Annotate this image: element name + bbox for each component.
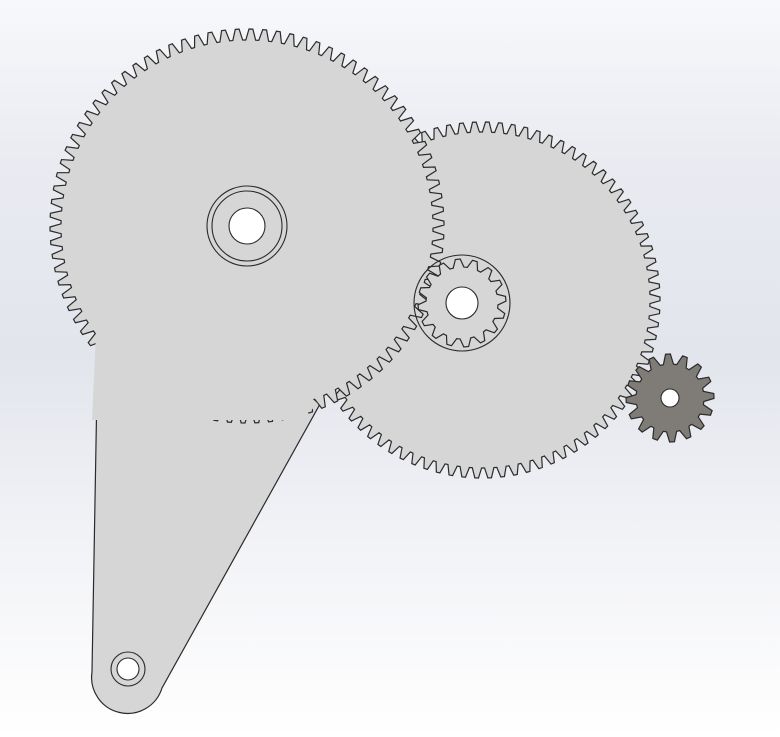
hub-outer-ring: [206, 185, 288, 267]
drive-pinion-group: [625, 353, 715, 443]
drive-pinion-bore: [660, 388, 680, 408]
pivot-hole: [116, 657, 140, 681]
crank-arm-joint: [92, 300, 318, 420]
center-pinion-group: [413, 254, 511, 352]
pinion-boss-ring: [413, 254, 511, 352]
pivot-ring: [110, 651, 146, 687]
hub-inner-ring: [211, 190, 283, 262]
hub-bore: [228, 207, 266, 245]
large-gear-group: [49, 28, 445, 714]
center-pinion-bore: [445, 286, 479, 320]
